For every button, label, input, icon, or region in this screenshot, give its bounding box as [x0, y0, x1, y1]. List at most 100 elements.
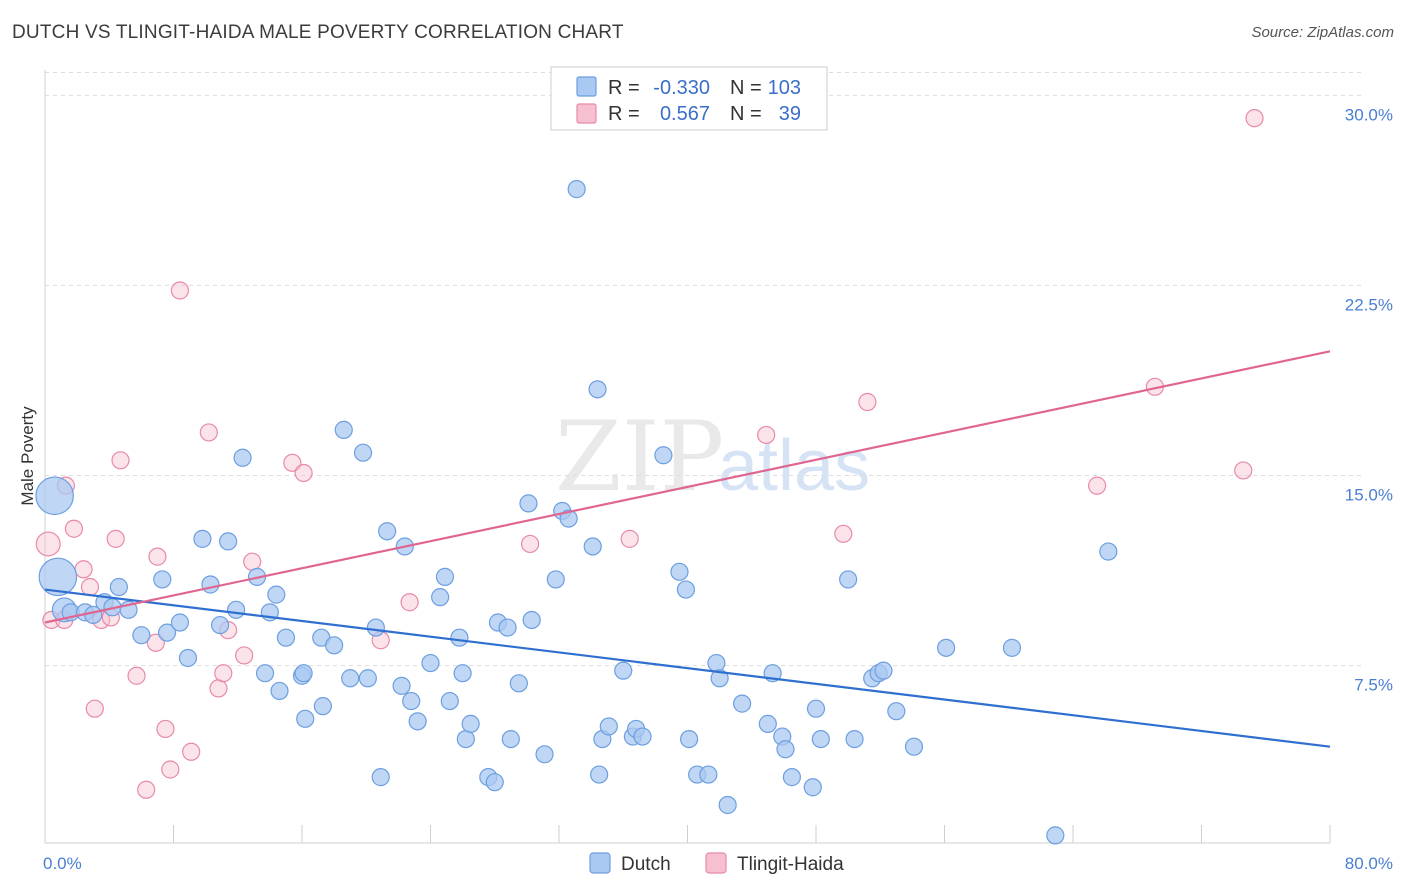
- point-dutch: [193, 529, 212, 548]
- point-dutch: [353, 443, 373, 462]
- stats-legend: R = -0.330 N = 103 R = 0.567 N = 39: [550, 66, 828, 131]
- point-dutch: [210, 615, 230, 635]
- y-tick-label: 22.5%: [1345, 295, 1393, 314]
- point-dutch: [371, 768, 390, 787]
- point-dutch: [654, 446, 673, 465]
- point-dutch: [1046, 826, 1065, 845]
- source-label: Source: ZipAtlas.com: [1251, 24, 1394, 41]
- point-dutch: [887, 702, 906, 721]
- point-dutch: [699, 765, 718, 784]
- point-tlingit-haida: [1245, 109, 1264, 128]
- point-dutch: [485, 773, 504, 792]
- data-points: [35, 109, 1264, 845]
- trend-line-tlingit-haida: [44, 350, 1331, 624]
- legend-n-value-tlingit-haida: 39: [779, 103, 801, 125]
- legend-n-label-dutch: N =: [730, 77, 762, 99]
- point-tlingit-haida: [85, 699, 104, 718]
- point-dutch: [680, 729, 699, 749]
- point-tlingit-haida: [127, 666, 146, 685]
- point-dutch: [402, 691, 421, 711]
- bottom-legend-swatch-dutch: [589, 852, 611, 874]
- point-dutch: [178, 648, 198, 668]
- point-dutch: [456, 729, 475, 749]
- point-dutch: [811, 729, 830, 749]
- point-tlingit-haida: [214, 664, 233, 683]
- point-tlingit-haida: [283, 453, 302, 472]
- point-dutch: [839, 570, 858, 589]
- y-axis-label: Male Poverty: [18, 406, 37, 506]
- point-dutch: [378, 522, 397, 541]
- point-tlingit-haida: [80, 577, 100, 597]
- point-dutch: [1099, 542, 1118, 561]
- point-dutch: [535, 745, 554, 764]
- point-dutch: [559, 509, 578, 528]
- point-dutch: [408, 712, 427, 731]
- point-dutch: [583, 537, 602, 556]
- point-dutch: [334, 420, 353, 439]
- point-tlingit-haida: [64, 519, 84, 538]
- point-dutch: [325, 636, 344, 655]
- legend-swatch-dutch: [576, 76, 597, 97]
- point-tlingit-haida: [111, 451, 130, 470]
- legend-r-label-tlingit-haida: R =: [608, 103, 640, 125]
- point-dutch: [157, 623, 177, 642]
- point-dutch: [255, 664, 275, 683]
- point-dutch: [806, 699, 826, 718]
- point-tlingit-haida: [199, 423, 218, 442]
- x-tick-label: 80.0%: [1345, 854, 1393, 873]
- point-dutch: [782, 768, 802, 787]
- bottom-legend-label-dutch: Dutch: [621, 854, 671, 875]
- point-dutch: [845, 729, 864, 749]
- point-dutch: [501, 729, 520, 749]
- legend-n-label-tlingit-haida: N =: [730, 103, 762, 125]
- point-dutch: [803, 778, 822, 797]
- point-tlingit-haida: [400, 593, 419, 612]
- tick-labels: 7.5% 15.0% 22.5% 30.0% 0.0% 80.0%: [43, 105, 1393, 873]
- point-dutch: [267, 585, 286, 604]
- point-dutch: [509, 674, 528, 693]
- point-dutch: [219, 532, 238, 551]
- point-tlingit-haida: [170, 281, 190, 300]
- point-dutch: [170, 613, 190, 632]
- point-dutch: [874, 661, 893, 680]
- point-dutch: [276, 628, 296, 647]
- point-dutch: [546, 570, 565, 589]
- point-dutch: [431, 588, 450, 607]
- point-dutch: [522, 610, 541, 630]
- point-tlingit-haida: [620, 529, 639, 548]
- point-dutch: [109, 577, 128, 597]
- point-dutch: [35, 476, 74, 516]
- point-dutch: [670, 562, 689, 581]
- trend-line-dutch: [44, 588, 1331, 748]
- point-dutch: [132, 626, 151, 645]
- legend-n-value-dutch: 103: [768, 77, 801, 99]
- bottom-legend-swatch-tlingit-haida: [705, 852, 727, 874]
- watermark-atlas: atlas: [718, 426, 870, 506]
- point-dutch: [676, 580, 695, 599]
- point-dutch: [1002, 638, 1022, 657]
- point-dutch: [498, 618, 517, 637]
- series-legend: Dutch Tlingit-Haida: [589, 852, 844, 875]
- point-dutch: [776, 740, 795, 759]
- point-dutch: [421, 653, 440, 673]
- point-tlingit-haida: [74, 560, 93, 579]
- point-dutch: [588, 380, 607, 399]
- point-dutch: [718, 795, 737, 815]
- y-tick-label: 7.5%: [1354, 676, 1393, 695]
- point-tlingit-haida: [137, 780, 156, 799]
- point-tlingit-haida: [106, 529, 125, 548]
- watermark-zip: ZIP: [555, 401, 724, 513]
- point-dutch: [313, 697, 332, 716]
- point-tlingit-haida: [1087, 476, 1107, 495]
- point-dutch: [599, 717, 618, 736]
- point-dutch: [440, 691, 459, 711]
- legend-r-label-dutch: R =: [608, 77, 640, 99]
- point-dutch: [358, 669, 377, 688]
- point-dutch: [937, 638, 956, 657]
- point-dutch: [270, 681, 289, 701]
- y-tick-label: 15.0%: [1345, 486, 1393, 505]
- point-tlingit-haida: [146, 633, 165, 652]
- point-dutch: [341, 669, 360, 688]
- point-dutch: [733, 694, 752, 713]
